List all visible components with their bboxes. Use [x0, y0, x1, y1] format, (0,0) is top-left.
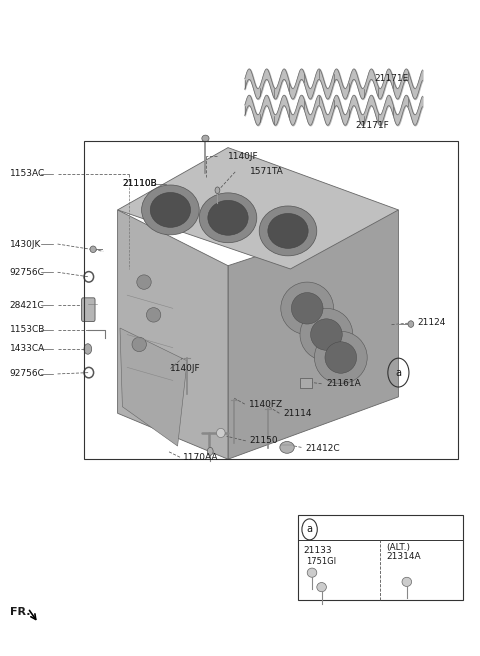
Ellipse shape: [300, 308, 353, 361]
Text: FR.: FR.: [10, 607, 30, 617]
Text: (ALT.): (ALT.): [386, 543, 410, 552]
Ellipse shape: [90, 246, 96, 253]
Text: 21124: 21124: [418, 318, 446, 327]
Ellipse shape: [408, 321, 414, 327]
Text: 1430JK: 1430JK: [10, 239, 41, 249]
Ellipse shape: [280, 441, 294, 453]
Text: 21171F: 21171F: [355, 121, 389, 131]
Ellipse shape: [142, 185, 199, 235]
Text: 21161A: 21161A: [326, 379, 361, 388]
FancyBboxPatch shape: [82, 298, 95, 321]
Text: 21110B: 21110B: [122, 179, 157, 188]
Ellipse shape: [311, 319, 342, 350]
Text: 92756C: 92756C: [10, 369, 45, 379]
Ellipse shape: [325, 342, 357, 373]
Circle shape: [84, 344, 92, 354]
Text: 1140JF: 1140JF: [170, 364, 201, 373]
Text: 92756C: 92756C: [10, 268, 45, 277]
Ellipse shape: [216, 428, 225, 438]
Ellipse shape: [202, 135, 209, 142]
Polygon shape: [118, 148, 398, 269]
Circle shape: [215, 187, 220, 194]
Ellipse shape: [199, 193, 257, 243]
Ellipse shape: [132, 337, 146, 352]
Text: 1751GI: 1751GI: [306, 557, 336, 566]
Ellipse shape: [137, 275, 151, 289]
Text: 1140JF: 1140JF: [228, 152, 259, 161]
Text: 1433CA: 1433CA: [10, 344, 45, 354]
Text: a: a: [307, 524, 312, 535]
Ellipse shape: [402, 577, 412, 586]
Ellipse shape: [150, 192, 191, 228]
Ellipse shape: [281, 282, 334, 335]
Text: 1153CB: 1153CB: [10, 325, 45, 335]
Text: 21110B: 21110B: [122, 179, 157, 188]
Text: 1170AA: 1170AA: [183, 453, 219, 462]
Polygon shape: [228, 210, 398, 459]
Circle shape: [207, 447, 213, 455]
Text: 1571TA: 1571TA: [250, 167, 283, 176]
Ellipse shape: [146, 308, 161, 322]
Polygon shape: [120, 328, 187, 446]
Bar: [298, 515, 463, 600]
Text: a: a: [396, 367, 401, 378]
Text: 21133: 21133: [303, 546, 332, 555]
Ellipse shape: [259, 206, 317, 256]
Ellipse shape: [291, 293, 323, 324]
Bar: [300, 378, 312, 388]
Ellipse shape: [208, 200, 248, 236]
Ellipse shape: [307, 568, 317, 577]
Ellipse shape: [268, 213, 308, 249]
Polygon shape: [118, 210, 228, 459]
Bar: [84, 141, 458, 459]
Text: 21314A: 21314A: [386, 552, 421, 562]
Text: 21150: 21150: [250, 436, 278, 445]
Text: 21412C: 21412C: [305, 444, 340, 453]
Ellipse shape: [314, 331, 367, 384]
Text: 1153AC: 1153AC: [10, 169, 45, 178]
Text: 1140FZ: 1140FZ: [249, 400, 283, 409]
Text: 21171E: 21171E: [374, 74, 408, 83]
Text: 21114: 21114: [283, 409, 312, 418]
Text: 28421C: 28421C: [10, 300, 44, 310]
Ellipse shape: [317, 583, 326, 592]
